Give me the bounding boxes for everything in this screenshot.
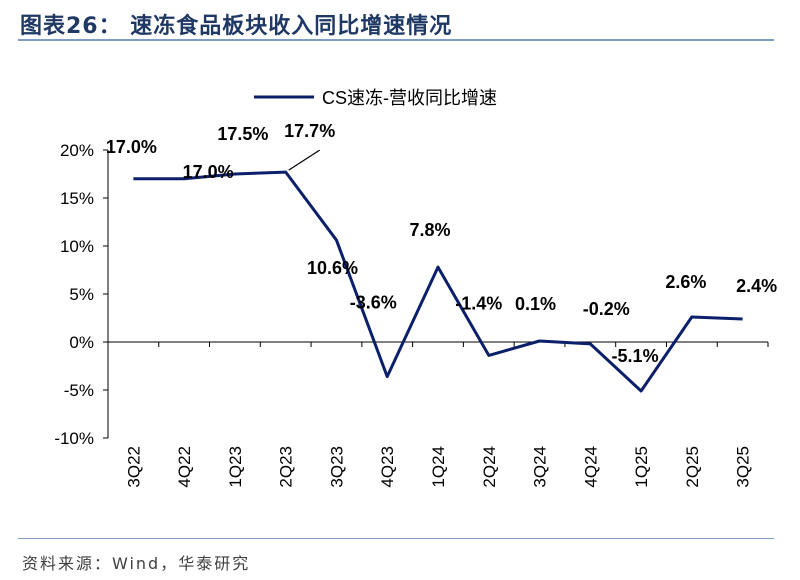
chart-axes bbox=[103, 149, 769, 439]
y-tick-label: 0% bbox=[69, 333, 94, 352]
x-tick-label: 1Q25 bbox=[632, 446, 651, 488]
y-tick-labels: 20% 15% 10% 5% 0% -5% -10% bbox=[54, 141, 94, 448]
y-tick-label: 20% bbox=[60, 141, 94, 160]
y-tick-label: -10% bbox=[54, 429, 94, 448]
data-labels: 17.0% 17.0% 17.5% 17.7% 10.6% -3.6% 7.8% -1.4% 0… bbox=[106, 121, 777, 366]
x-tick-label: 1Q23 bbox=[226, 446, 245, 488]
data-label: 17.0% bbox=[183, 162, 234, 182]
data-label: -1.4% bbox=[455, 293, 502, 313]
line-chart: CS速冻-营收同比增速 20% 15% 10% 5% 0% -5% -10% 3Q22 4Q2… bbox=[54, 88, 777, 488]
figure-footer: 资料来源：Wind，华泰研究 bbox=[0, 538, 800, 580]
y-tick-label: -5% bbox=[64, 381, 94, 400]
x-tick-label: 3Q22 bbox=[124, 446, 143, 488]
x-tick-label: 4Q22 bbox=[175, 446, 194, 488]
data-label: -0.2% bbox=[583, 299, 630, 319]
data-label: -3.6% bbox=[350, 293, 397, 313]
data-label: 17.0% bbox=[106, 137, 157, 157]
data-label: 10.6% bbox=[307, 258, 358, 278]
data-label: -5.1% bbox=[612, 346, 659, 366]
footer-rule bbox=[18, 538, 774, 539]
legend-label: CS速冻-营收同比增速 bbox=[322, 88, 497, 108]
x-tick-label: 3Q23 bbox=[327, 446, 346, 488]
y-tick-label: 10% bbox=[60, 237, 94, 256]
x-tick-label: 4Q24 bbox=[581, 446, 600, 488]
header-rule bbox=[18, 39, 774, 41]
x-tick-label: 2Q25 bbox=[683, 446, 702, 488]
series-line bbox=[133, 170, 743, 393]
y-tick-label: 5% bbox=[69, 285, 94, 304]
figure-title: 图表26： 速冻食品板块收入同比增速情况 bbox=[20, 14, 453, 39]
x-tick-label: 3Q24 bbox=[531, 446, 550, 488]
series-group bbox=[133, 170, 743, 393]
x-tick-label: 1Q24 bbox=[429, 446, 448, 488]
figure-header: 图表26： 速冻食品板块收入同比增速情况 bbox=[0, 0, 800, 42]
x-tick-label: 3Q25 bbox=[734, 446, 753, 488]
data-label: 17.5% bbox=[217, 124, 268, 144]
x-tick-label: 4Q23 bbox=[378, 446, 397, 488]
label-leader-line bbox=[288, 149, 321, 171]
y-tick-label: 15% bbox=[60, 189, 94, 208]
data-label: 2.4% bbox=[736, 276, 777, 296]
data-label: 0.1% bbox=[515, 294, 556, 314]
x-tick-label: 2Q23 bbox=[277, 446, 296, 488]
x-tick-labels: 3Q22 4Q22 1Q23 2Q23 3Q23 4Q23 1Q24 2Q24 3Q24 4Q24… bbox=[124, 446, 752, 488]
chart-legend: CS速冻-营收同比增速 bbox=[254, 88, 497, 108]
source-note: 资料来源：Wind，华泰研究 bbox=[22, 554, 251, 573]
x-tick-label: 2Q24 bbox=[480, 446, 499, 488]
data-label: 2.6% bbox=[665, 272, 706, 292]
data-label: 7.8% bbox=[409, 220, 450, 240]
data-label: 17.7% bbox=[284, 121, 335, 141]
